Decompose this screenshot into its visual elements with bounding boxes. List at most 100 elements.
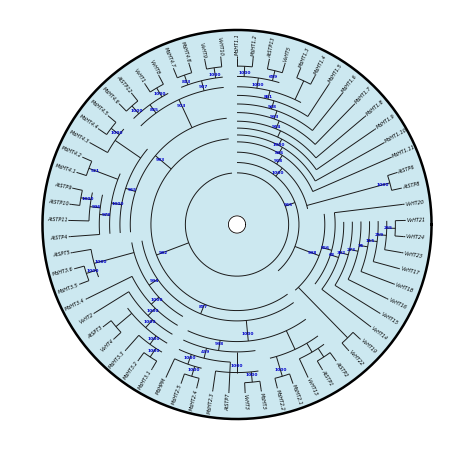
Text: 965: 965 xyxy=(284,203,293,207)
Text: MdHT1.2: MdHT1.2 xyxy=(251,34,258,56)
Text: MdHT1.11: MdHT1.11 xyxy=(392,145,416,159)
Text: 1000: 1000 xyxy=(377,183,390,187)
Text: 843: 843 xyxy=(182,79,191,84)
Text: AtSTP8: AtSTP8 xyxy=(402,182,420,190)
Text: MdHT1.10: MdHT1.10 xyxy=(384,128,408,144)
Text: 265: 265 xyxy=(384,226,393,230)
Text: MdHT3: MdHT3 xyxy=(259,392,266,409)
Text: 273: 273 xyxy=(347,248,356,252)
Text: 1000: 1000 xyxy=(148,337,160,341)
Text: AtSTP12: AtSTP12 xyxy=(116,75,133,94)
Text: 1000: 1000 xyxy=(241,332,254,336)
Text: AtSTP6: AtSTP6 xyxy=(398,164,416,175)
Text: VvHT14: VvHT14 xyxy=(370,326,389,341)
Text: 994: 994 xyxy=(150,279,160,283)
Text: MdHT3.2: MdHT3.2 xyxy=(122,360,139,381)
Text: MdHT4.7: MdHT4.7 xyxy=(163,46,175,68)
Text: 983: 983 xyxy=(156,158,165,162)
Text: 1000: 1000 xyxy=(238,71,251,75)
Text: 68: 68 xyxy=(329,253,335,257)
Text: 459: 459 xyxy=(201,349,210,353)
Text: 996: 996 xyxy=(92,206,101,210)
Text: 521: 521 xyxy=(91,169,100,173)
Text: 302: 302 xyxy=(337,251,346,255)
Text: MdHT3.6: MdHT3.6 xyxy=(52,267,74,277)
Text: 907: 907 xyxy=(199,85,208,89)
Text: MdHT2.1: MdHT2.1 xyxy=(291,383,303,406)
Text: AtSTP4: AtSTP4 xyxy=(50,234,68,241)
Text: 1000: 1000 xyxy=(231,364,243,368)
Text: 74: 74 xyxy=(358,244,364,248)
Text: 877: 877 xyxy=(199,305,208,309)
Text: 896: 896 xyxy=(274,151,283,155)
Text: VvHT15: VvHT15 xyxy=(380,312,399,326)
Text: 1000: 1000 xyxy=(82,197,94,201)
Text: MdHPM: MdHPM xyxy=(155,377,168,396)
Text: 944: 944 xyxy=(272,125,281,129)
Text: 568: 568 xyxy=(267,106,276,110)
Text: 928: 928 xyxy=(274,159,283,163)
Text: 556: 556 xyxy=(320,247,329,251)
Text: VvHT1: VvHT1 xyxy=(133,68,146,84)
Text: VvHT3: VvHT3 xyxy=(243,394,248,410)
Text: 1000: 1000 xyxy=(87,269,99,273)
Polygon shape xyxy=(43,30,431,419)
Text: VvHT22: VvHT22 xyxy=(347,350,364,367)
Text: VvHT4: VvHT4 xyxy=(100,338,115,353)
Text: MdHT3.1: MdHT3.1 xyxy=(138,370,153,391)
Text: 982: 982 xyxy=(158,251,167,255)
Text: MdHT3.4: MdHT3.4 xyxy=(64,297,86,312)
Text: MdHT4.3: MdHT4.3 xyxy=(69,129,90,144)
Text: 965: 965 xyxy=(128,189,137,193)
Text: 1000: 1000 xyxy=(272,172,284,176)
Text: VvHT18: VvHT18 xyxy=(395,282,414,294)
Text: 825: 825 xyxy=(149,108,158,112)
Text: 1000: 1000 xyxy=(251,83,264,87)
Text: MdHT1.7: MdHT1.7 xyxy=(354,86,373,105)
Text: 1000: 1000 xyxy=(112,202,125,206)
Text: 689: 689 xyxy=(269,75,278,79)
Text: AtSTP11: AtSTP11 xyxy=(47,217,67,223)
Text: 1000: 1000 xyxy=(187,368,200,372)
Text: MdHT2.5: MdHT2.5 xyxy=(171,383,183,406)
Text: MdHT1.1: MdHT1.1 xyxy=(235,33,239,55)
Text: AtSTP7: AtSTP7 xyxy=(226,394,231,411)
Text: VvHT2: VvHT2 xyxy=(78,312,94,325)
Text: 115: 115 xyxy=(365,239,375,243)
Text: AtSTP13: AtSTP13 xyxy=(267,37,276,58)
Text: MdHT3.3: MdHT3.3 xyxy=(108,350,127,370)
Text: 259: 259 xyxy=(375,233,384,237)
Text: 903: 903 xyxy=(177,104,186,108)
Text: VvHT23: VvHT23 xyxy=(404,251,423,259)
Text: 1000: 1000 xyxy=(154,92,166,96)
Text: VvHT5: VvHT5 xyxy=(283,46,292,63)
Text: 861: 861 xyxy=(264,96,273,100)
Text: MdHT4.4: MdHT4.4 xyxy=(78,114,99,130)
Text: VvHT24: VvHT24 xyxy=(406,234,425,241)
Text: VvHT17: VvHT17 xyxy=(400,267,420,277)
Text: 1000: 1000 xyxy=(144,321,156,325)
Text: AtSPT5: AtSPT5 xyxy=(52,251,70,259)
Text: MdHT4.2: MdHT4.2 xyxy=(61,146,82,159)
Text: MdHT1.6: MdHT1.6 xyxy=(341,74,359,94)
Text: AtSTP10: AtSTP10 xyxy=(48,199,69,207)
Text: MdHT1.5: MdHT1.5 xyxy=(328,63,344,84)
Text: AtSPT3: AtSPT3 xyxy=(87,326,104,340)
Text: 1000: 1000 xyxy=(209,73,221,77)
Text: AtSTP1: AtSTP1 xyxy=(321,370,334,387)
Text: VvHT10: VvHT10 xyxy=(216,36,223,56)
Text: MdHT1.3: MdHT1.3 xyxy=(299,46,311,68)
Text: 1000: 1000 xyxy=(130,109,143,113)
Text: AtSTP9: AtSTP9 xyxy=(54,182,72,190)
Text: 978: 978 xyxy=(102,213,111,217)
Text: 1000: 1000 xyxy=(273,143,285,147)
Text: 1000: 1000 xyxy=(246,373,258,377)
Text: MdHT1.9: MdHT1.9 xyxy=(375,114,396,130)
Text: VvHT9: VvHT9 xyxy=(199,42,207,58)
Text: 1000: 1000 xyxy=(150,298,163,302)
Text: 1000: 1000 xyxy=(148,349,160,353)
Text: AtSTP2: AtSTP2 xyxy=(335,360,349,377)
Text: 938: 938 xyxy=(215,342,224,346)
Text: 1000: 1000 xyxy=(94,260,107,264)
Text: MdHT2.2: MdHT2.2 xyxy=(275,388,285,411)
